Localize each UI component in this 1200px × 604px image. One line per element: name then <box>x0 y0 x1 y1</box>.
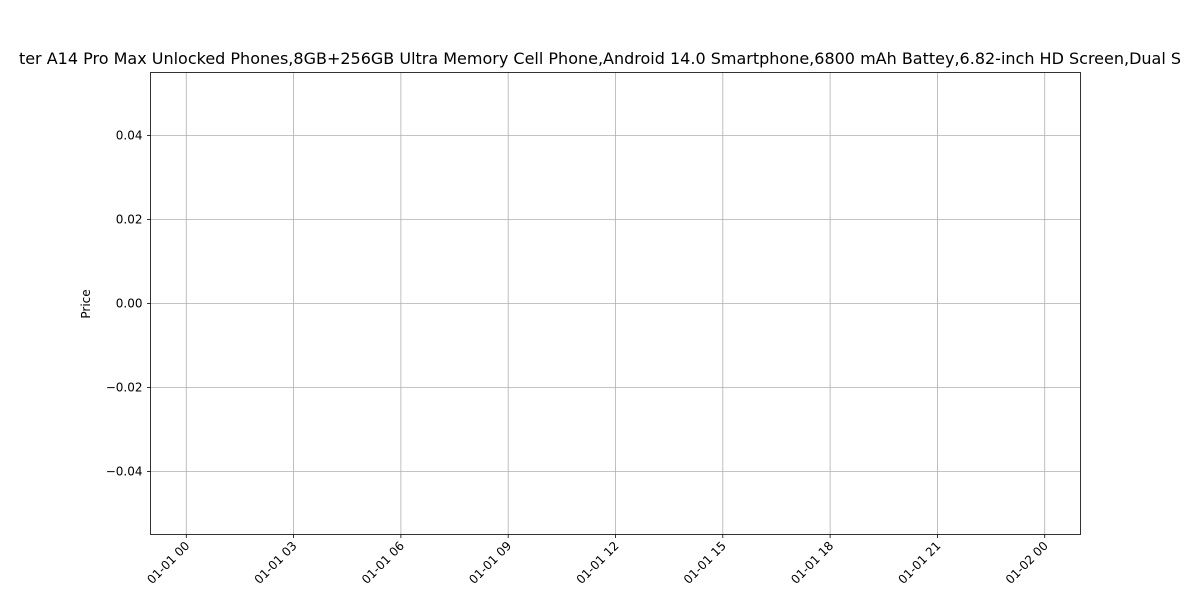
axis-ticks: 0.04 0.02 0.00 −0.02 −0.04 01-01 00 01-01 03 01… <box>106 129 1051 587</box>
grid-lines <box>150 72 1081 535</box>
chart-title: ter A14 Pro Max Unlocked Phones,8GB+256G… <box>19 49 1181 68</box>
x-tick-label: 01-02 00 <box>1003 539 1051 587</box>
x-tick-label: 01-01 21 <box>895 539 943 587</box>
y-tick-label: −0.02 <box>106 381 143 395</box>
x-tick-label: 01-01 00 <box>144 539 192 587</box>
x-tick-label: 01-01 18 <box>788 539 836 587</box>
x-tick-label: 01-01 12 <box>574 539 622 587</box>
plot-frame <box>150 72 1081 535</box>
x-tick-label: 01-01 06 <box>359 539 407 587</box>
y-tick-label: 0.00 <box>116 297 143 311</box>
y-tick-label: −0.04 <box>106 465 143 479</box>
x-tick-label: 01-01 15 <box>681 539 729 587</box>
y-axis-label: Price <box>79 289 93 318</box>
x-tick-label: 01-01 09 <box>466 539 514 587</box>
x-tick-label: 01-01 03 <box>252 539 300 587</box>
y-tick-label: 0.02 <box>116 213 143 227</box>
y-tick-label: 0.04 <box>116 129 143 143</box>
